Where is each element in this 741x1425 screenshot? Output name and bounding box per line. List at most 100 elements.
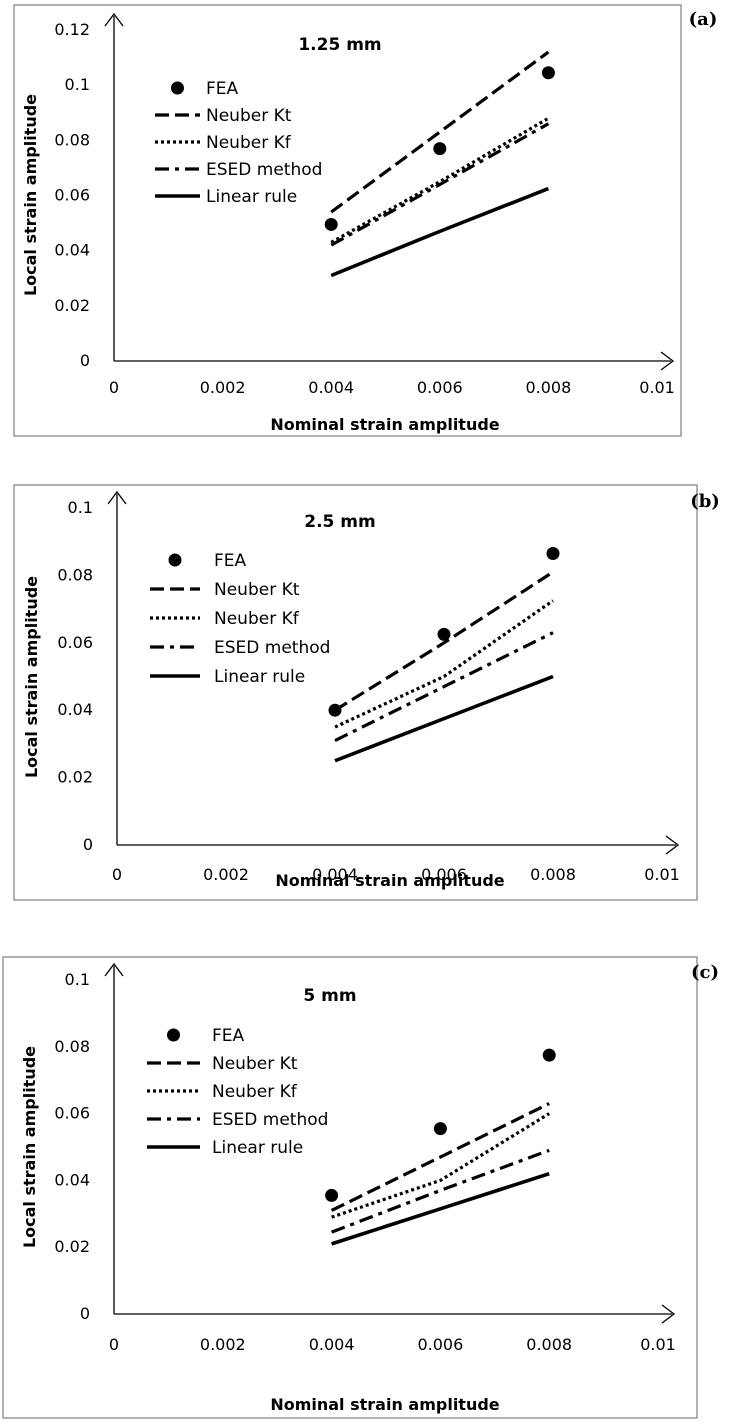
fea-point xyxy=(433,1122,447,1136)
y-tick-label: 0.04 xyxy=(57,700,93,719)
y-tick-label: 0.1 xyxy=(65,970,90,989)
y-tick-label: 0.1 xyxy=(68,498,93,517)
x-tick-label: 0 xyxy=(112,865,122,884)
y-tick-label: 0.04 xyxy=(54,241,90,260)
panel-label: (a) xyxy=(689,9,718,30)
chart-frame xyxy=(13,4,682,437)
series-esed-method xyxy=(334,631,554,742)
y-tick-label: 0.06 xyxy=(57,633,93,652)
x-tick-label: 0.01 xyxy=(640,1335,676,1354)
series-neuber-kf xyxy=(331,1112,551,1219)
series-esed-method xyxy=(330,122,550,247)
x-tick-label: 0.004 xyxy=(308,378,354,397)
series-line xyxy=(331,1148,550,1234)
y-tick-label: 0.02 xyxy=(54,296,90,315)
fea-point xyxy=(542,1048,556,1062)
series-neuber-kt xyxy=(330,50,550,214)
x-axis-title: Nominal strain amplitude xyxy=(270,1395,499,1414)
x-axis-title: Nominal strain amplitude xyxy=(270,415,499,434)
x-tick-label: 0.004 xyxy=(309,1335,355,1354)
x-tick-label: 0 xyxy=(109,378,119,397)
x-axis-arrow xyxy=(665,835,680,855)
panel-label: (c) xyxy=(691,962,719,983)
legend-label: ESED method xyxy=(214,638,330,658)
fea-point xyxy=(433,142,447,156)
series-line xyxy=(330,116,550,244)
y-tick-label: 0 xyxy=(80,1304,90,1323)
y-axis-title: Local strain amplitude xyxy=(20,1046,39,1248)
x-tick-label: 0.008 xyxy=(530,865,576,884)
x-tick-label: 0.006 xyxy=(417,378,463,397)
chart-frame xyxy=(2,956,698,1419)
legend-label: Neuber Kf xyxy=(206,133,292,153)
y-axis-title: Local strain amplitude xyxy=(22,576,41,778)
legend-marker-fea xyxy=(171,81,184,95)
series-linear-rule xyxy=(334,674,554,763)
series-esed-method xyxy=(331,1148,550,1234)
fea-point xyxy=(324,217,338,231)
y-axis-arrow xyxy=(104,12,124,27)
series-line xyxy=(334,674,554,763)
legend-label: ESED method xyxy=(212,1110,328,1130)
series-line xyxy=(334,599,554,729)
y-tick-label: 0.06 xyxy=(54,186,90,205)
x-axis-arrow xyxy=(660,351,675,371)
legend-label: FEA xyxy=(212,1026,245,1046)
legend-marker-fea xyxy=(167,1028,180,1042)
chart-frame xyxy=(13,484,698,901)
chart-title: 5 mm xyxy=(303,986,356,1006)
fea-point xyxy=(546,546,560,560)
legend-label: Neuber Kt xyxy=(214,580,300,600)
x-tick-label: 0.01 xyxy=(644,865,680,884)
chart-title: 2.5 mm xyxy=(304,512,375,532)
series-line xyxy=(330,186,550,278)
x-tick-label: 0.008 xyxy=(525,378,571,397)
chart-panel-1: 0 0.02 0.04 0.06 0.08 0.1 0.12 0 0.002 0.004 0.006… xyxy=(13,4,718,437)
fea-point xyxy=(437,627,451,641)
fea-point xyxy=(325,1188,339,1202)
legend-label: Neuber Kt xyxy=(212,1054,298,1074)
x-tick-label: 0.004 xyxy=(312,865,358,884)
y-tick-label: 0.02 xyxy=(57,768,93,787)
series-neuber-kt xyxy=(334,570,554,712)
x-tick-label: 0.01 xyxy=(639,378,675,397)
series-line xyxy=(330,50,550,214)
series-line xyxy=(334,570,554,712)
y-tick-label: 0.08 xyxy=(54,130,90,149)
legend-label: ESED method xyxy=(206,160,322,180)
series-neuber-kf xyxy=(330,116,550,244)
panel-label: (b) xyxy=(690,491,720,512)
legend-label: Linear rule xyxy=(206,187,297,207)
chart-panel-3: 0 0.02 0.04 0.06 0.08 0.1 0 0.002 0.004 0.006 0.00… xyxy=(2,956,719,1419)
series-fea xyxy=(325,1048,556,1202)
series-line xyxy=(334,631,554,742)
fea-point xyxy=(541,66,555,80)
y-tick-label: 0.1 xyxy=(65,75,90,94)
series-neuber-kt xyxy=(330,1102,550,1212)
x-axis-arrow xyxy=(661,1304,676,1324)
x-tick-label: 0.006 xyxy=(421,865,467,884)
x-axis-title: Nominal strain amplitude xyxy=(275,871,504,890)
y-tick-label: 0.06 xyxy=(54,1104,90,1123)
x-tick-label: 0.002 xyxy=(200,1335,246,1354)
x-tick-label: 0.002 xyxy=(200,378,246,397)
y-tick-label: 0.02 xyxy=(54,1237,90,1256)
series-linear-rule xyxy=(330,186,550,278)
y-tick-label: 0.08 xyxy=(54,1037,90,1056)
legend-label: Neuber Kf xyxy=(212,1082,298,1102)
legend-marker-fea xyxy=(168,553,182,567)
series-linear-rule xyxy=(331,1172,550,1246)
legend-label: Linear rule xyxy=(212,1138,303,1158)
y-tick-label: 0.12 xyxy=(54,20,90,39)
legend-label: Neuber Kt xyxy=(206,106,292,126)
series-neuber-kf xyxy=(334,599,554,729)
y-axis-title: Local strain amplitude xyxy=(21,94,40,296)
x-tick-label: 0.008 xyxy=(526,1335,572,1354)
x-tick-label: 0.006 xyxy=(417,1335,463,1354)
series-fea xyxy=(324,66,555,231)
y-tick-label: 0 xyxy=(83,835,93,854)
y-tick-label: 0 xyxy=(80,351,90,370)
chart-panel-2: 0 0.02 0.04 0.06 0.08 0.1 0 0.002 0.004 0.006 0.00… xyxy=(13,484,720,901)
y-axis-arrow xyxy=(104,962,124,977)
